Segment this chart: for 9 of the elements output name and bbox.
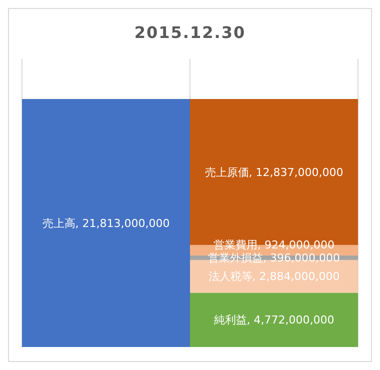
series-label: 売上高 [42, 216, 76, 230]
chart-title: 2015.12.30 [134, 23, 246, 42]
data-label: , 2,884,000,000 [252, 270, 340, 284]
series-label: 売上原価 [204, 166, 249, 179]
series-label: 法人税等 [208, 270, 252, 284]
series-label: 純利益 [214, 314, 247, 327]
data-label: , 21,813,000,000 [75, 216, 170, 230]
data-label: , 4,772,000,000 [246, 314, 334, 327]
data-label: , 12,837,000,000 [248, 166, 344, 179]
